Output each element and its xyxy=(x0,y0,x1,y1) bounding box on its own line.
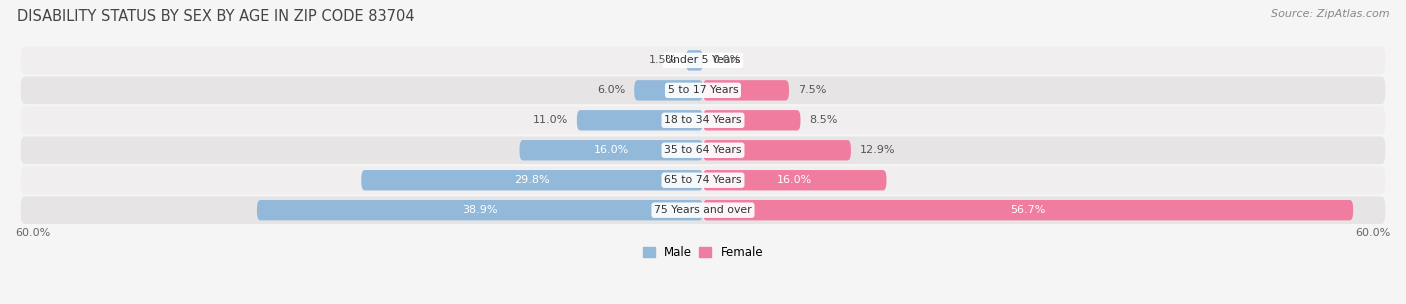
Text: 5 to 17 Years: 5 to 17 Years xyxy=(668,85,738,95)
FancyBboxPatch shape xyxy=(21,47,1385,74)
FancyBboxPatch shape xyxy=(21,167,1385,194)
FancyBboxPatch shape xyxy=(21,196,1385,224)
Text: 8.5%: 8.5% xyxy=(810,115,838,125)
Text: 16.0%: 16.0% xyxy=(593,145,628,155)
Text: 16.0%: 16.0% xyxy=(778,175,813,185)
FancyBboxPatch shape xyxy=(576,110,703,130)
Text: 56.7%: 56.7% xyxy=(1011,205,1046,215)
FancyBboxPatch shape xyxy=(361,170,703,190)
Text: DISABILITY STATUS BY SEX BY AGE IN ZIP CODE 83704: DISABILITY STATUS BY SEX BY AGE IN ZIP C… xyxy=(17,9,415,24)
FancyBboxPatch shape xyxy=(703,110,800,130)
Text: 38.9%: 38.9% xyxy=(463,205,498,215)
FancyBboxPatch shape xyxy=(634,80,703,101)
FancyBboxPatch shape xyxy=(520,140,703,161)
Text: 29.8%: 29.8% xyxy=(515,175,550,185)
Text: 35 to 64 Years: 35 to 64 Years xyxy=(664,145,742,155)
Text: 60.0%: 60.0% xyxy=(1355,228,1391,237)
Text: Under 5 Years: Under 5 Years xyxy=(665,55,741,65)
FancyBboxPatch shape xyxy=(21,106,1385,134)
Text: 7.5%: 7.5% xyxy=(799,85,827,95)
FancyBboxPatch shape xyxy=(703,140,851,161)
FancyBboxPatch shape xyxy=(21,136,1385,164)
Text: 75 Years and over: 75 Years and over xyxy=(654,205,752,215)
FancyBboxPatch shape xyxy=(703,170,886,190)
FancyBboxPatch shape xyxy=(257,200,703,220)
Text: 65 to 74 Years: 65 to 74 Years xyxy=(664,175,742,185)
Text: 60.0%: 60.0% xyxy=(15,228,51,237)
Text: 12.9%: 12.9% xyxy=(860,145,896,155)
FancyBboxPatch shape xyxy=(703,200,1353,220)
FancyBboxPatch shape xyxy=(703,80,789,101)
FancyBboxPatch shape xyxy=(21,77,1385,104)
Legend: Male, Female: Male, Female xyxy=(643,246,763,259)
Text: 0.0%: 0.0% xyxy=(713,55,741,65)
Text: 11.0%: 11.0% xyxy=(533,115,568,125)
Text: 1.5%: 1.5% xyxy=(648,55,676,65)
FancyBboxPatch shape xyxy=(686,50,703,71)
Text: 6.0%: 6.0% xyxy=(596,85,626,95)
Text: 18 to 34 Years: 18 to 34 Years xyxy=(664,115,742,125)
Text: Source: ZipAtlas.com: Source: ZipAtlas.com xyxy=(1271,9,1389,19)
